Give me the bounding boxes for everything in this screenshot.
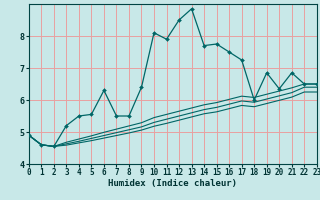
X-axis label: Humidex (Indice chaleur): Humidex (Indice chaleur) <box>108 179 237 188</box>
